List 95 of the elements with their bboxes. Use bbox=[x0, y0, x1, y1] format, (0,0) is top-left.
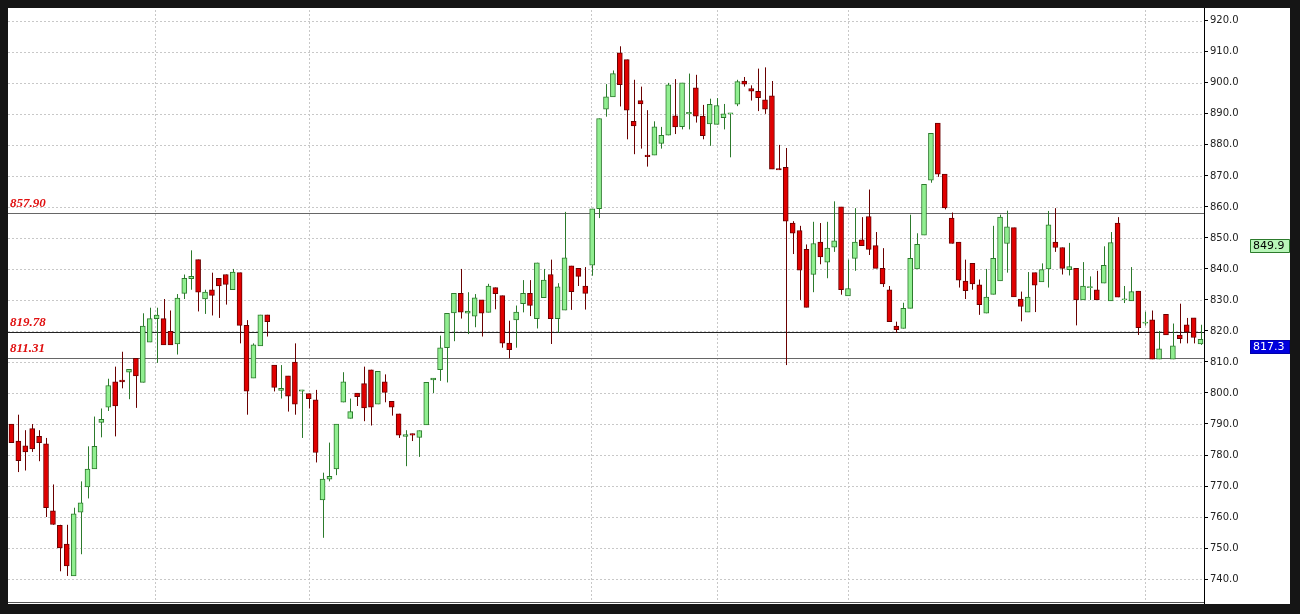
candlestick bbox=[63, 524, 70, 577]
candlestick bbox=[1094, 270, 1100, 301]
candlestick bbox=[126, 368, 132, 400]
ref-line-label: 819.78 bbox=[10, 314, 47, 330]
y-tick-label: 800.0 bbox=[1210, 386, 1239, 398]
candlestick bbox=[222, 274, 229, 306]
candlestick bbox=[133, 357, 139, 409]
candlestick bbox=[29, 423, 36, 453]
text: 817.3 bbox=[1253, 340, 1285, 354]
candlestick bbox=[112, 366, 118, 437]
candlestick bbox=[1024, 271, 1031, 313]
candlestick bbox=[437, 335, 443, 382]
y-tick-label: 750.0 bbox=[1210, 541, 1239, 553]
candlestick bbox=[181, 274, 188, 300]
candlestick bbox=[1059, 247, 1066, 276]
y-tick-label: 850.0 bbox=[1210, 231, 1239, 243]
candlestick bbox=[361, 366, 367, 422]
candlestick bbox=[36, 429, 42, 462]
candlestick bbox=[402, 429, 409, 467]
candlestick bbox=[464, 291, 471, 335]
y-tick-label: 820.0 bbox=[1210, 324, 1239, 336]
candlestick bbox=[513, 305, 519, 349]
candlestick bbox=[582, 266, 589, 311]
ref-line-label: 857.90 bbox=[10, 195, 47, 211]
candlestick bbox=[727, 112, 734, 158]
candlestick bbox=[776, 144, 782, 171]
candlestick bbox=[146, 307, 153, 343]
y-tick-label: 830.0 bbox=[1210, 293, 1239, 305]
candlestick bbox=[817, 222, 824, 265]
y-tick-label: 900.0 bbox=[1210, 76, 1239, 88]
y-tick-label: 770.0 bbox=[1210, 479, 1239, 491]
candlestick bbox=[209, 272, 215, 316]
candlestick bbox=[520, 279, 526, 313]
candlestick bbox=[457, 268, 464, 320]
candlestick bbox=[22, 429, 29, 472]
candlestick bbox=[1017, 291, 1024, 322]
candlestick bbox=[845, 259, 851, 297]
candlestick bbox=[976, 278, 983, 316]
candlestick bbox=[1121, 285, 1128, 304]
y-tick-label: 810.0 bbox=[1210, 355, 1239, 367]
candlestick bbox=[98, 407, 105, 438]
candlestick bbox=[824, 221, 831, 279]
candlestick bbox=[858, 216, 865, 247]
y-tick-label: 760.0 bbox=[1210, 510, 1239, 522]
candlestick bbox=[340, 371, 347, 403]
candlestick bbox=[105, 378, 112, 412]
y-tick-label: 870.0 bbox=[1210, 169, 1239, 181]
candlestick bbox=[216, 277, 222, 319]
candlestick bbox=[658, 126, 665, 150]
candlestick bbox=[506, 320, 513, 359]
y-tick-label: 740.0 bbox=[1210, 572, 1239, 584]
candlestick bbox=[381, 373, 388, 403]
candlestick bbox=[1066, 242, 1073, 276]
candlestick bbox=[229, 268, 236, 291]
candlestick bbox=[188, 249, 195, 291]
y-tick-label: 890.0 bbox=[1210, 107, 1239, 119]
candlestick bbox=[202, 289, 208, 315]
candlestick bbox=[900, 302, 907, 329]
ref-line-label: 811.31 bbox=[10, 340, 46, 356]
candlestick bbox=[271, 364, 277, 392]
candlestick bbox=[527, 279, 533, 317]
candlestick bbox=[610, 69, 616, 98]
y-tick-label: 920.0 bbox=[1210, 14, 1239, 26]
y-tick-label: 790.0 bbox=[1210, 417, 1239, 429]
candlestick bbox=[416, 430, 423, 458]
candlestick bbox=[298, 389, 305, 439]
y-tick-label: 880.0 bbox=[1210, 138, 1239, 150]
candlestick bbox=[1183, 317, 1190, 344]
candlestick bbox=[672, 78, 678, 135]
candlestick bbox=[1100, 245, 1107, 284]
y-tick-label: 910.0 bbox=[1210, 45, 1239, 57]
candlestick bbox=[451, 292, 457, 342]
candlestick bbox=[1080, 261, 1086, 301]
candlestick bbox=[540, 268, 547, 299]
candlestick bbox=[831, 200, 837, 253]
candlestick bbox=[699, 104, 706, 140]
y-tick-label: 780.0 bbox=[1210, 448, 1239, 460]
candlestick bbox=[1156, 330, 1162, 360]
y-tick-label: 840.0 bbox=[1210, 262, 1239, 274]
candlestick bbox=[762, 66, 768, 115]
candlestick bbox=[1170, 323, 1176, 360]
candlestick bbox=[278, 364, 284, 400]
candlestick bbox=[852, 207, 858, 272]
candlestick bbox=[603, 83, 609, 118]
candlestick bbox=[285, 375, 291, 413]
candlestick bbox=[50, 483, 56, 526]
candlestick bbox=[706, 98, 713, 147]
y-tick-label: 860.0 bbox=[1210, 200, 1239, 212]
candlestick bbox=[983, 268, 990, 314]
candlestick bbox=[755, 68, 761, 112]
text: 849.9 bbox=[1253, 239, 1285, 253]
candlestick bbox=[1004, 210, 1010, 274]
candlestick bbox=[326, 442, 333, 482]
candlestick bbox=[914, 232, 920, 270]
candlestick bbox=[57, 524, 63, 572]
